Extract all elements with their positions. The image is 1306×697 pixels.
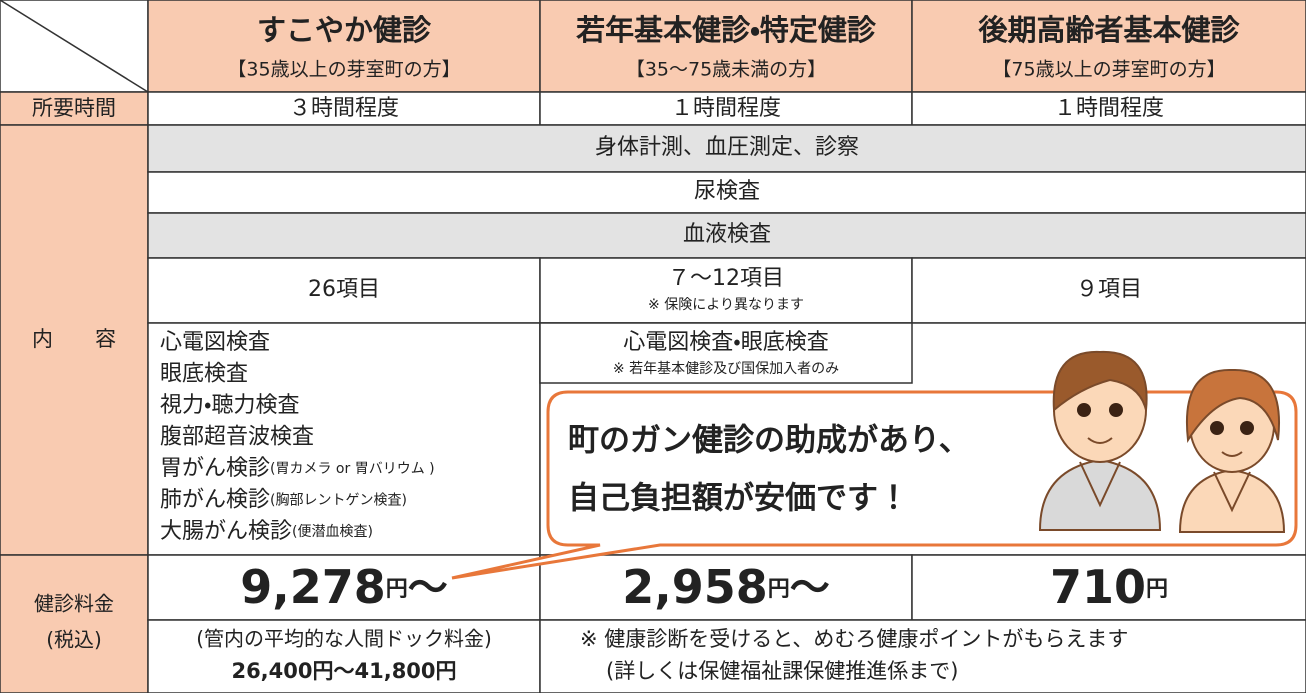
row-label-cell [0,554,149,694]
row-label: 健診料金 [34,592,114,616]
note-text: ※ 若年基本健診及び国保加入者のみ [613,360,839,377]
fee-unit: 円 [768,577,790,602]
callout-text: 町のガン健診の助成があり、 [568,423,970,459]
exam-name: 肺がん検診 [160,488,270,513]
column-subtitle: 【35～75歳未満の方】 [626,59,826,81]
exam-item: 腹部超音波検査 [160,425,314,450]
exam-item: 肺がん検診(胸部レントゲン検査) [160,488,407,513]
exam-detail: (便潜血検査) [292,524,373,540]
cell-text: １時間程度 [671,96,781,121]
note-text: 26,400円～41,800円 [231,659,456,683]
column-title: 後期高齢者基本健診 [977,13,1240,47]
note-cell [147,619,541,694]
fee-cell [539,554,913,621]
common-cell [147,212,1306,259]
fee-amount: 9,278円～ [240,560,448,614]
illustration-part [1213,471,1251,513]
illustration-part [1221,451,1243,457]
cell-text: 心電図検査・眼底検査 [623,330,828,355]
note-text: ※ 保険により異なります [648,297,804,313]
illustration-part [1052,350,1148,413]
note-text: ※ 健康診断を受けると、めむろ健康ポイントがもらえます [580,627,1128,651]
exam-detail: (胃カメラ or 胃バリウム ) [270,461,435,477]
row-label: 所要時間 [32,96,116,120]
fee-number: 2,958 [622,560,768,614]
column-subtitle: 【35歳以上の芽室町の方】 [227,59,460,81]
column-subtitle: 【75歳以上の芽室町の方】 [992,59,1225,81]
row-label: (税込) [46,628,102,652]
illustration-part [1087,437,1113,444]
illustration-part [1210,421,1224,435]
cell [539,322,913,384]
exam-detail: (胸部レントゲン検査) [270,493,407,509]
cell [539,257,913,324]
callout-text: 自己負担額が安価です！ [568,481,909,517]
fee-cell [911,554,1306,621]
illustration-part [1109,403,1123,417]
note-text: (管内の平均的な人間ドック料金) [196,627,492,651]
fee-unit: 円 [1146,577,1168,602]
exam-item: 大腸がん検診(便潜血検査) [160,519,373,544]
header-cell [911,0,1306,93]
exam-name: 視力・聴力検査 [160,393,299,418]
exam-name: 眼底検査 [160,362,248,387]
note-text: (詳しくは保健福祉課保健推進係まで) [606,659,958,683]
exam-name: 心電図検査 [160,330,270,355]
row-label-cell [0,124,149,556]
fee-number: 9,278 [240,560,386,614]
note-cell [539,619,1306,694]
common-item: 身体計測、血圧測定、診察 [595,135,859,160]
fee-amount: 710円 [1050,560,1168,614]
illustration-part [1077,403,1091,417]
illustration-part [1186,368,1280,443]
exam-item: 視力・聴力検査 [160,393,299,418]
corner-diagonal [0,0,149,93]
illustration-part [1079,461,1121,508]
cell-text: 26項目 [308,277,380,302]
row-label: 内 容 [32,327,116,351]
cell-text: ３時間程度 [289,96,399,121]
cell [147,257,541,324]
cell [539,91,913,126]
cell-text: ９項目 [1076,277,1142,302]
fee-suffix: ～ [790,565,830,611]
exam-item: 心電図検査 [160,330,270,355]
exam-name: 腹部超音波検査 [160,425,314,450]
cell [911,257,1306,324]
cell [147,91,541,126]
illustration [1038,350,1286,533]
fee-unit: 円 [386,577,408,602]
column-title: すこやか健診 [257,13,432,47]
header-cell [147,0,541,93]
fee-suffix: ～ [408,565,448,611]
exam-name: 胃がん検診 [160,456,270,481]
fee-amount: 2,958円～ [622,560,830,614]
exam-name: 大腸がん検診 [160,519,292,544]
cell-text: ７～12項目 [668,266,784,291]
exam-item: 眼底検査 [160,362,248,387]
illustration-part [1240,421,1254,435]
fee-cell [147,554,541,621]
common-item: 尿検査 [694,179,760,204]
cell-text: １時間程度 [1054,96,1164,121]
exam-item: 胃がん検診(胃カメラ or 胃バリウム ) [160,456,435,481]
fee-number: 710 [1050,560,1146,614]
cell [911,91,1306,126]
cell [147,322,541,556]
column-title: 若年基本健診・特定健診 [576,13,877,47]
common-item: 血液検査 [683,222,771,247]
